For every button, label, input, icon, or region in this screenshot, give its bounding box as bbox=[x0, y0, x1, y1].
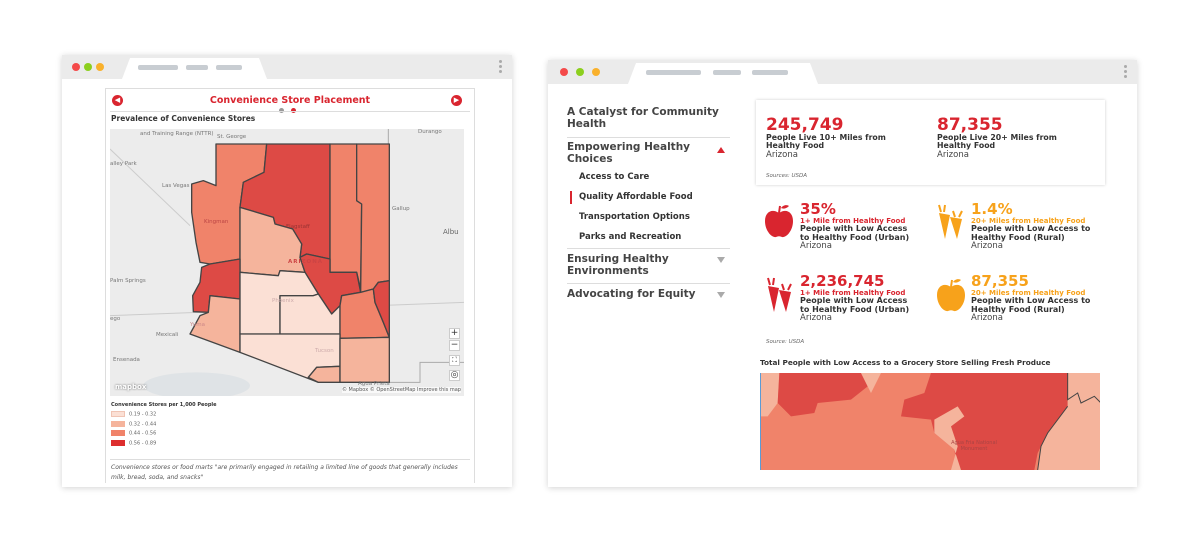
county-santa-cruz bbox=[307, 365, 341, 383]
nav-quality-affordable-food[interactable]: Quality Affordable Food bbox=[579, 192, 693, 202]
legend-item: 0.44 - 0.56 bbox=[111, 430, 156, 437]
maximize-dot[interactable] bbox=[96, 63, 104, 71]
stat-10-miles: 245,749 People Live 10+ Miles from Healt… bbox=[766, 115, 886, 161]
nav-advocating[interactable]: Advocating for Equity bbox=[567, 288, 696, 300]
map-title: Prevalence of Convenience Stores bbox=[111, 114, 256, 123]
kebab-menu-icon[interactable] bbox=[499, 60, 502, 75]
stat-urban-percent: 35% 1+ Mile from Healthy Food People wit… bbox=[800, 200, 910, 251]
nav-parks-and-recreation[interactable]: Parks and Recreation bbox=[579, 232, 682, 242]
produce-access-map[interactable]: Agua Fria National Monument bbox=[760, 373, 1100, 470]
caret-up-icon[interactable] bbox=[717, 147, 725, 153]
legend-title: Convenience Stores per 1,000 People bbox=[111, 402, 217, 408]
nav-ensuring[interactable]: Ensuring Healthy Environments bbox=[567, 253, 669, 277]
map-label: Agua Fria National Monument bbox=[951, 440, 997, 452]
map-label: Agua Prieta bbox=[358, 381, 390, 387]
left-browser-window: ◀ Convenience Store Placement ▶ Prevalen… bbox=[62, 55, 512, 487]
map-label: Ensenada bbox=[113, 357, 140, 363]
county-cochise bbox=[339, 336, 390, 383]
map-label: Phoenix bbox=[272, 298, 294, 304]
next-slide-button[interactable]: ▶ bbox=[451, 95, 462, 106]
map-label: ego bbox=[110, 316, 121, 322]
content-panel: ◀ Convenience Store Placement ▶ Prevalen… bbox=[105, 88, 475, 483]
fullscreen-button[interactable]: ⛶ bbox=[449, 355, 460, 366]
stats-card: 245,749 People Live 10+ Miles from Healt… bbox=[756, 100, 1105, 185]
legend-item: 0.32 - 0.44 bbox=[111, 421, 156, 428]
browser-tab[interactable] bbox=[628, 63, 818, 84]
mapbox-logo[interactable]: mapbox bbox=[115, 383, 147, 391]
legend-item: 0.56 - 0.89 bbox=[111, 440, 156, 447]
nav-catalyst[interactable]: A Catalyst for Community Health bbox=[567, 106, 719, 130]
pager-dot-2-active[interactable] bbox=[291, 108, 296, 113]
stat-rural-count: 87,355 20+ Miles from Healthy Food Peopl… bbox=[971, 272, 1091, 323]
county-apache bbox=[355, 143, 390, 293]
prev-slide-button[interactable]: ◀ bbox=[112, 95, 123, 106]
panel-title: Convenience Store Placement bbox=[209, 95, 371, 106]
apple-icon bbox=[937, 279, 965, 312]
map-label: ARIZONA bbox=[288, 259, 324, 265]
footnote: Convenience stores or food marts "are pr… bbox=[111, 464, 458, 481]
source-note: Sources: USDA bbox=[766, 173, 807, 179]
stat-urban-count: 2,236,745 1+ Mile from Healthy Food Peop… bbox=[800, 272, 910, 323]
maximize-dot[interactable] bbox=[592, 68, 600, 76]
close-dot[interactable] bbox=[72, 63, 80, 71]
map-label: Gallup bbox=[392, 206, 410, 212]
close-dot[interactable] bbox=[560, 68, 568, 76]
nav-empowering[interactable]: Empowering Healthy Choices bbox=[567, 141, 691, 165]
carrot-icon bbox=[767, 277, 792, 312]
active-indicator bbox=[570, 191, 572, 204]
caret-down-icon[interactable] bbox=[717, 257, 725, 263]
minimize-dot[interactable] bbox=[576, 68, 584, 76]
right-browser-window: A Catalyst for Community Health Empoweri… bbox=[548, 60, 1137, 487]
map-label: Palm Springs bbox=[110, 278, 146, 284]
map-label: alley Park bbox=[110, 161, 137, 167]
locate-button[interactable]: ◎ bbox=[449, 370, 460, 381]
map-label: Yuma bbox=[190, 322, 205, 328]
map-label: and Training Range (NTTR) bbox=[140, 131, 214, 137]
stat-20-miles: 87,355 People Live 20+ Miles from Health… bbox=[937, 115, 1057, 161]
kebab-menu-icon[interactable] bbox=[1124, 65, 1127, 80]
zoom-out-button[interactable]: − bbox=[449, 340, 460, 351]
browser-tab[interactable] bbox=[122, 58, 267, 79]
map-label: Flagstaff bbox=[286, 224, 310, 230]
county-greenlee bbox=[372, 279, 390, 338]
apple-icon bbox=[765, 205, 793, 238]
map-attribution[interactable]: © Mapbox © OpenStreetMap Improve this ma… bbox=[341, 387, 461, 393]
map-label: St. George bbox=[217, 134, 247, 140]
browser-chrome bbox=[62, 55, 512, 79]
choropleth-map[interactable]: and Training Range (NTTR) St. George Dur… bbox=[110, 129, 464, 396]
browser-chrome bbox=[548, 60, 1137, 84]
region-shapes bbox=[761, 373, 1100, 470]
pager-dot-1[interactable] bbox=[279, 108, 284, 113]
county-shapes bbox=[110, 129, 464, 396]
carrot-icon bbox=[938, 204, 963, 239]
map-label: Albu bbox=[443, 228, 459, 236]
map-title: Total People with Low Access to a Grocer… bbox=[760, 358, 1051, 367]
legend-item: 0.19 - 0.32 bbox=[111, 411, 156, 418]
map-label: Kingman bbox=[204, 219, 229, 225]
caret-down-icon[interactable] bbox=[717, 292, 725, 298]
nav-access-to-care[interactable]: Access to Care bbox=[579, 172, 650, 182]
map-label: Las Vegas bbox=[162, 183, 190, 189]
map-label: Tucson bbox=[315, 348, 334, 354]
zoom-in-button[interactable]: + bbox=[449, 328, 460, 339]
nav-transportation-options[interactable]: Transportation Options bbox=[579, 212, 690, 222]
stat-rural-percent: 1.4% 20+ Miles from Healthy Food People … bbox=[971, 200, 1091, 251]
minimize-dot[interactable] bbox=[84, 63, 92, 71]
map-label: Mexicali bbox=[156, 332, 179, 338]
source-note: Source: USDA bbox=[766, 339, 805, 345]
map-label: Durango bbox=[418, 129, 442, 135]
